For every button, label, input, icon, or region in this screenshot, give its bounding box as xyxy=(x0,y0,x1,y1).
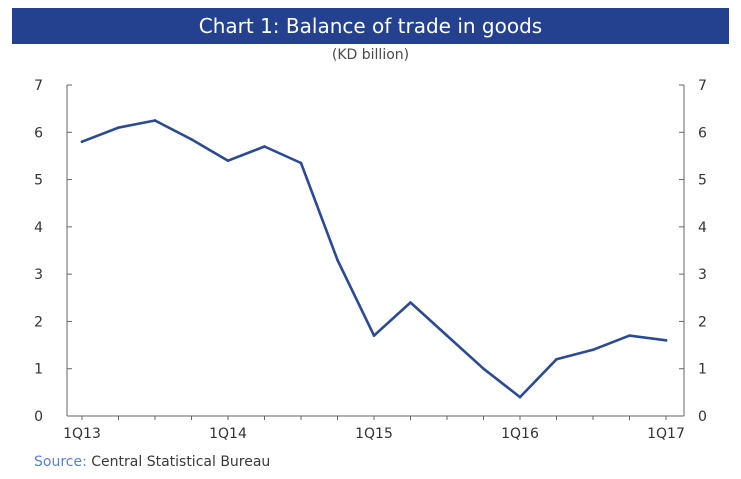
x-tick-label: 1Q15 xyxy=(355,426,393,442)
y-tick-label-left: 7 xyxy=(34,78,43,94)
x-tick-label: 1Q13 xyxy=(63,426,101,442)
data-point xyxy=(555,357,558,361)
data-point xyxy=(336,258,339,262)
data-point xyxy=(664,339,668,342)
source-note: Source: Central Statistical Bureau xyxy=(34,454,270,470)
y-tick-label-right: 4 xyxy=(698,220,707,236)
y-tick-label-right: 5 xyxy=(698,173,707,189)
data-point xyxy=(80,140,84,144)
y-tick-label-left: 0 xyxy=(34,409,43,425)
chart-axes xyxy=(66,85,685,417)
data-point xyxy=(628,334,631,337)
y-tick-label-right: 2 xyxy=(698,314,707,330)
y-tick-label-right: 7 xyxy=(698,78,707,94)
data-point xyxy=(445,334,449,337)
series-line xyxy=(80,119,668,399)
data-point xyxy=(591,348,595,352)
x-tick-label: 1Q17 xyxy=(647,426,685,442)
source-text: Central Statistical Bureau xyxy=(91,454,271,470)
data-point xyxy=(299,161,303,165)
data-point xyxy=(518,395,522,399)
y-tick-label-right: 3 xyxy=(698,267,707,283)
y-tick-label-left: 1 xyxy=(34,362,43,378)
data-point xyxy=(263,145,266,148)
y-tick-label-left: 5 xyxy=(34,173,43,189)
data-point xyxy=(409,301,412,304)
data-point xyxy=(190,138,193,141)
chart-title: Chart 1: Balance of trade in goods xyxy=(12,8,729,44)
y-tick-label-right: 0 xyxy=(698,409,707,425)
y-tick-label-left: 2 xyxy=(34,314,43,330)
y-tick-label-right: 1 xyxy=(698,362,707,378)
y-tick-label-left: 4 xyxy=(34,220,43,236)
x-tick-label: 1Q16 xyxy=(501,426,539,442)
data-point xyxy=(372,334,376,337)
y-tick-label-right: 6 xyxy=(698,125,707,141)
source-label: Source: xyxy=(34,454,87,470)
data-point xyxy=(117,126,120,129)
y-tick-label-left: 3 xyxy=(34,267,43,283)
data-point xyxy=(482,367,485,371)
x-tick-label: 1Q14 xyxy=(209,426,247,442)
data-point xyxy=(153,119,157,122)
data-point xyxy=(226,159,230,162)
chart-plot-area xyxy=(80,119,668,399)
y-tick-label-left: 6 xyxy=(34,125,43,141)
chart-subtitle: (KD billion) xyxy=(331,47,410,63)
chart-ticks: 0 0 1 1 2 2 3 3 4 4 5 5 6 6 7 7 1Q13 1Q14 1Q15 1Q16 1Q17 xyxy=(34,78,707,442)
